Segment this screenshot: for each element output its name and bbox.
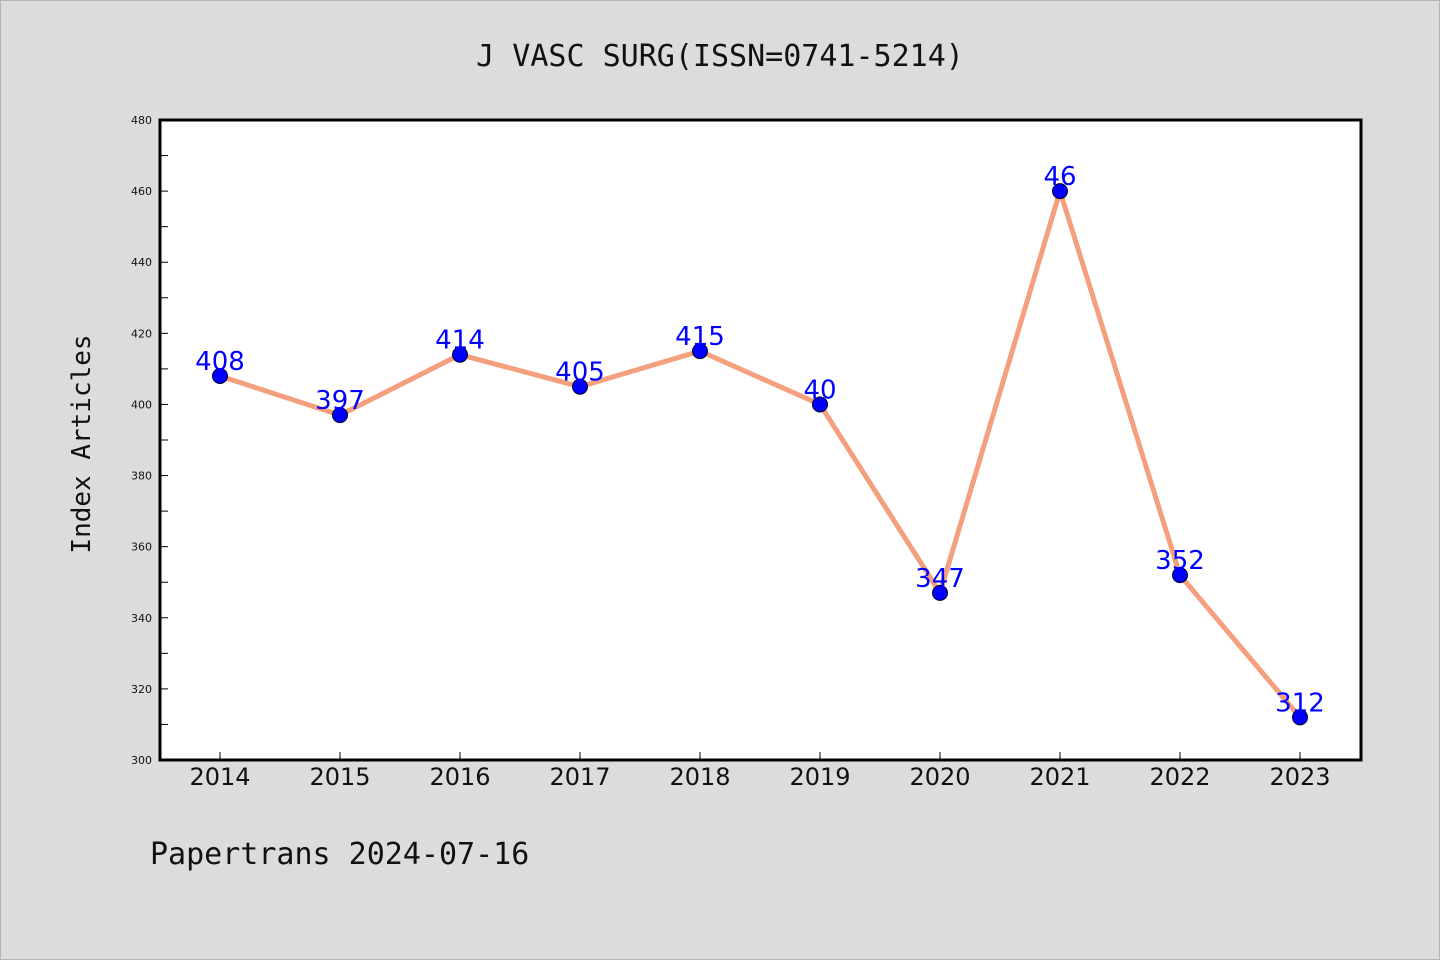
x-tick-label: 2018 [669, 763, 730, 791]
y-tick-label: 460 [131, 185, 152, 198]
data-point-2022 [1172, 567, 1188, 584]
x-axis-ticks: 2014 2015 2016 2017 2018 2019 2020 2021 2022 2023 [189, 752, 1331, 791]
x-tick-label: 2020 [909, 763, 970, 791]
y-tick-label: 320 [131, 683, 152, 696]
x-tick-label: 2023 [1269, 763, 1330, 791]
y-tick-label: 400 [131, 398, 152, 411]
x-tick-label: 2022 [1149, 763, 1210, 791]
data-labels: 408 397 414 405 415 40 347 46 352 312 [195, 162, 1325, 718]
y-tick-label: 360 [131, 541, 152, 554]
data-label-2023: 312 [1275, 688, 1325, 718]
data-label-2019: 40 [803, 375, 836, 405]
x-tick-label: 2016 [429, 763, 490, 791]
x-tick-label: 2021 [1029, 763, 1090, 791]
data-point-2014 [212, 368, 228, 384]
x-tick-label: 2015 [309, 763, 370, 791]
data-point-2015 [332, 407, 348, 424]
data-label-2016: 414 [435, 326, 485, 356]
data-label-2021: 46 [1043, 162, 1076, 192]
data-label-2022: 352 [1155, 546, 1205, 576]
data-label-2014: 408 [195, 347, 245, 377]
footer-note: Papertrans 2024-07-16 [150, 837, 529, 872]
y-tick-label: 340 [131, 612, 152, 625]
data-label-2020: 347 [915, 564, 965, 594]
y-tick-label: 480 [131, 114, 152, 127]
data-point-2017 [572, 378, 588, 395]
data-point-2023 [1292, 709, 1308, 726]
x-tick-label: 2019 [789, 763, 850, 791]
data-point-2019 [812, 396, 828, 413]
y-tick-label: 300 [131, 754, 152, 767]
chart-title: J VASC SURG(ISSN=0741-5214) [476, 39, 964, 74]
x-tick-label: 2014 [189, 763, 250, 791]
series-line [219, 188, 1302, 719]
y-axis-label: Index Articles [67, 334, 97, 553]
data-label-2018: 415 [675, 322, 725, 352]
y-tick-label: 380 [131, 470, 152, 483]
series-layer [212, 183, 1308, 726]
data-point-2018 [692, 343, 708, 360]
data-point-2016 [452, 346, 468, 363]
data-label-2015: 397 [315, 386, 365, 416]
y-tick-label: 440 [131, 256, 152, 269]
x-tick-label: 2017 [549, 763, 610, 791]
data-label-2017: 405 [555, 358, 605, 388]
data-point-2021 [1052, 183, 1068, 200]
y-axis-ticks: 300 320 340 360 380 400 420 440 460 480 [131, 114, 168, 767]
plot-area [158, 118, 1363, 762]
data-point-2020 [932, 584, 948, 601]
y-tick-label: 420 [131, 327, 152, 340]
